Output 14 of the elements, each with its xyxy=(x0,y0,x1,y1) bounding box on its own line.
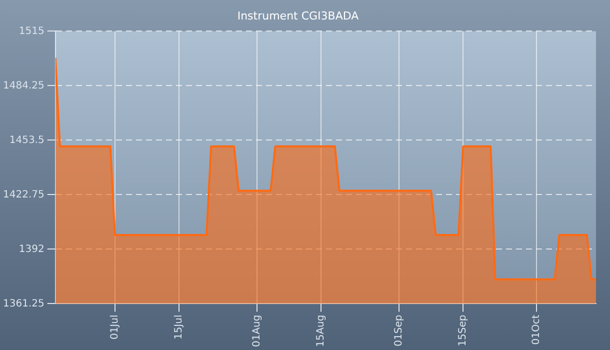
x-tick-label: 15Sep xyxy=(458,314,469,346)
y-tick-label: 1515 xyxy=(18,26,44,37)
x-tick-label: 01Aug xyxy=(252,314,263,348)
x-tick-label: 15Aug xyxy=(316,314,327,348)
x-tick-label: 01Sep xyxy=(394,314,405,346)
x-tick-label: 01Oct xyxy=(531,314,542,345)
x-tick-label: 01Jul xyxy=(110,314,121,340)
y-tick-label: 1392 xyxy=(18,244,44,255)
chart-title: Instrument CGI3BADA xyxy=(237,9,360,22)
y-tick-label: 1453.5 xyxy=(9,134,44,146)
y-tick-label: 1422.75 xyxy=(2,189,44,200)
y-tick-label: 1484.25 xyxy=(2,80,44,92)
x-tick-label: 15Jul xyxy=(174,314,185,340)
y-tick-label: 1361.25 xyxy=(2,298,44,310)
